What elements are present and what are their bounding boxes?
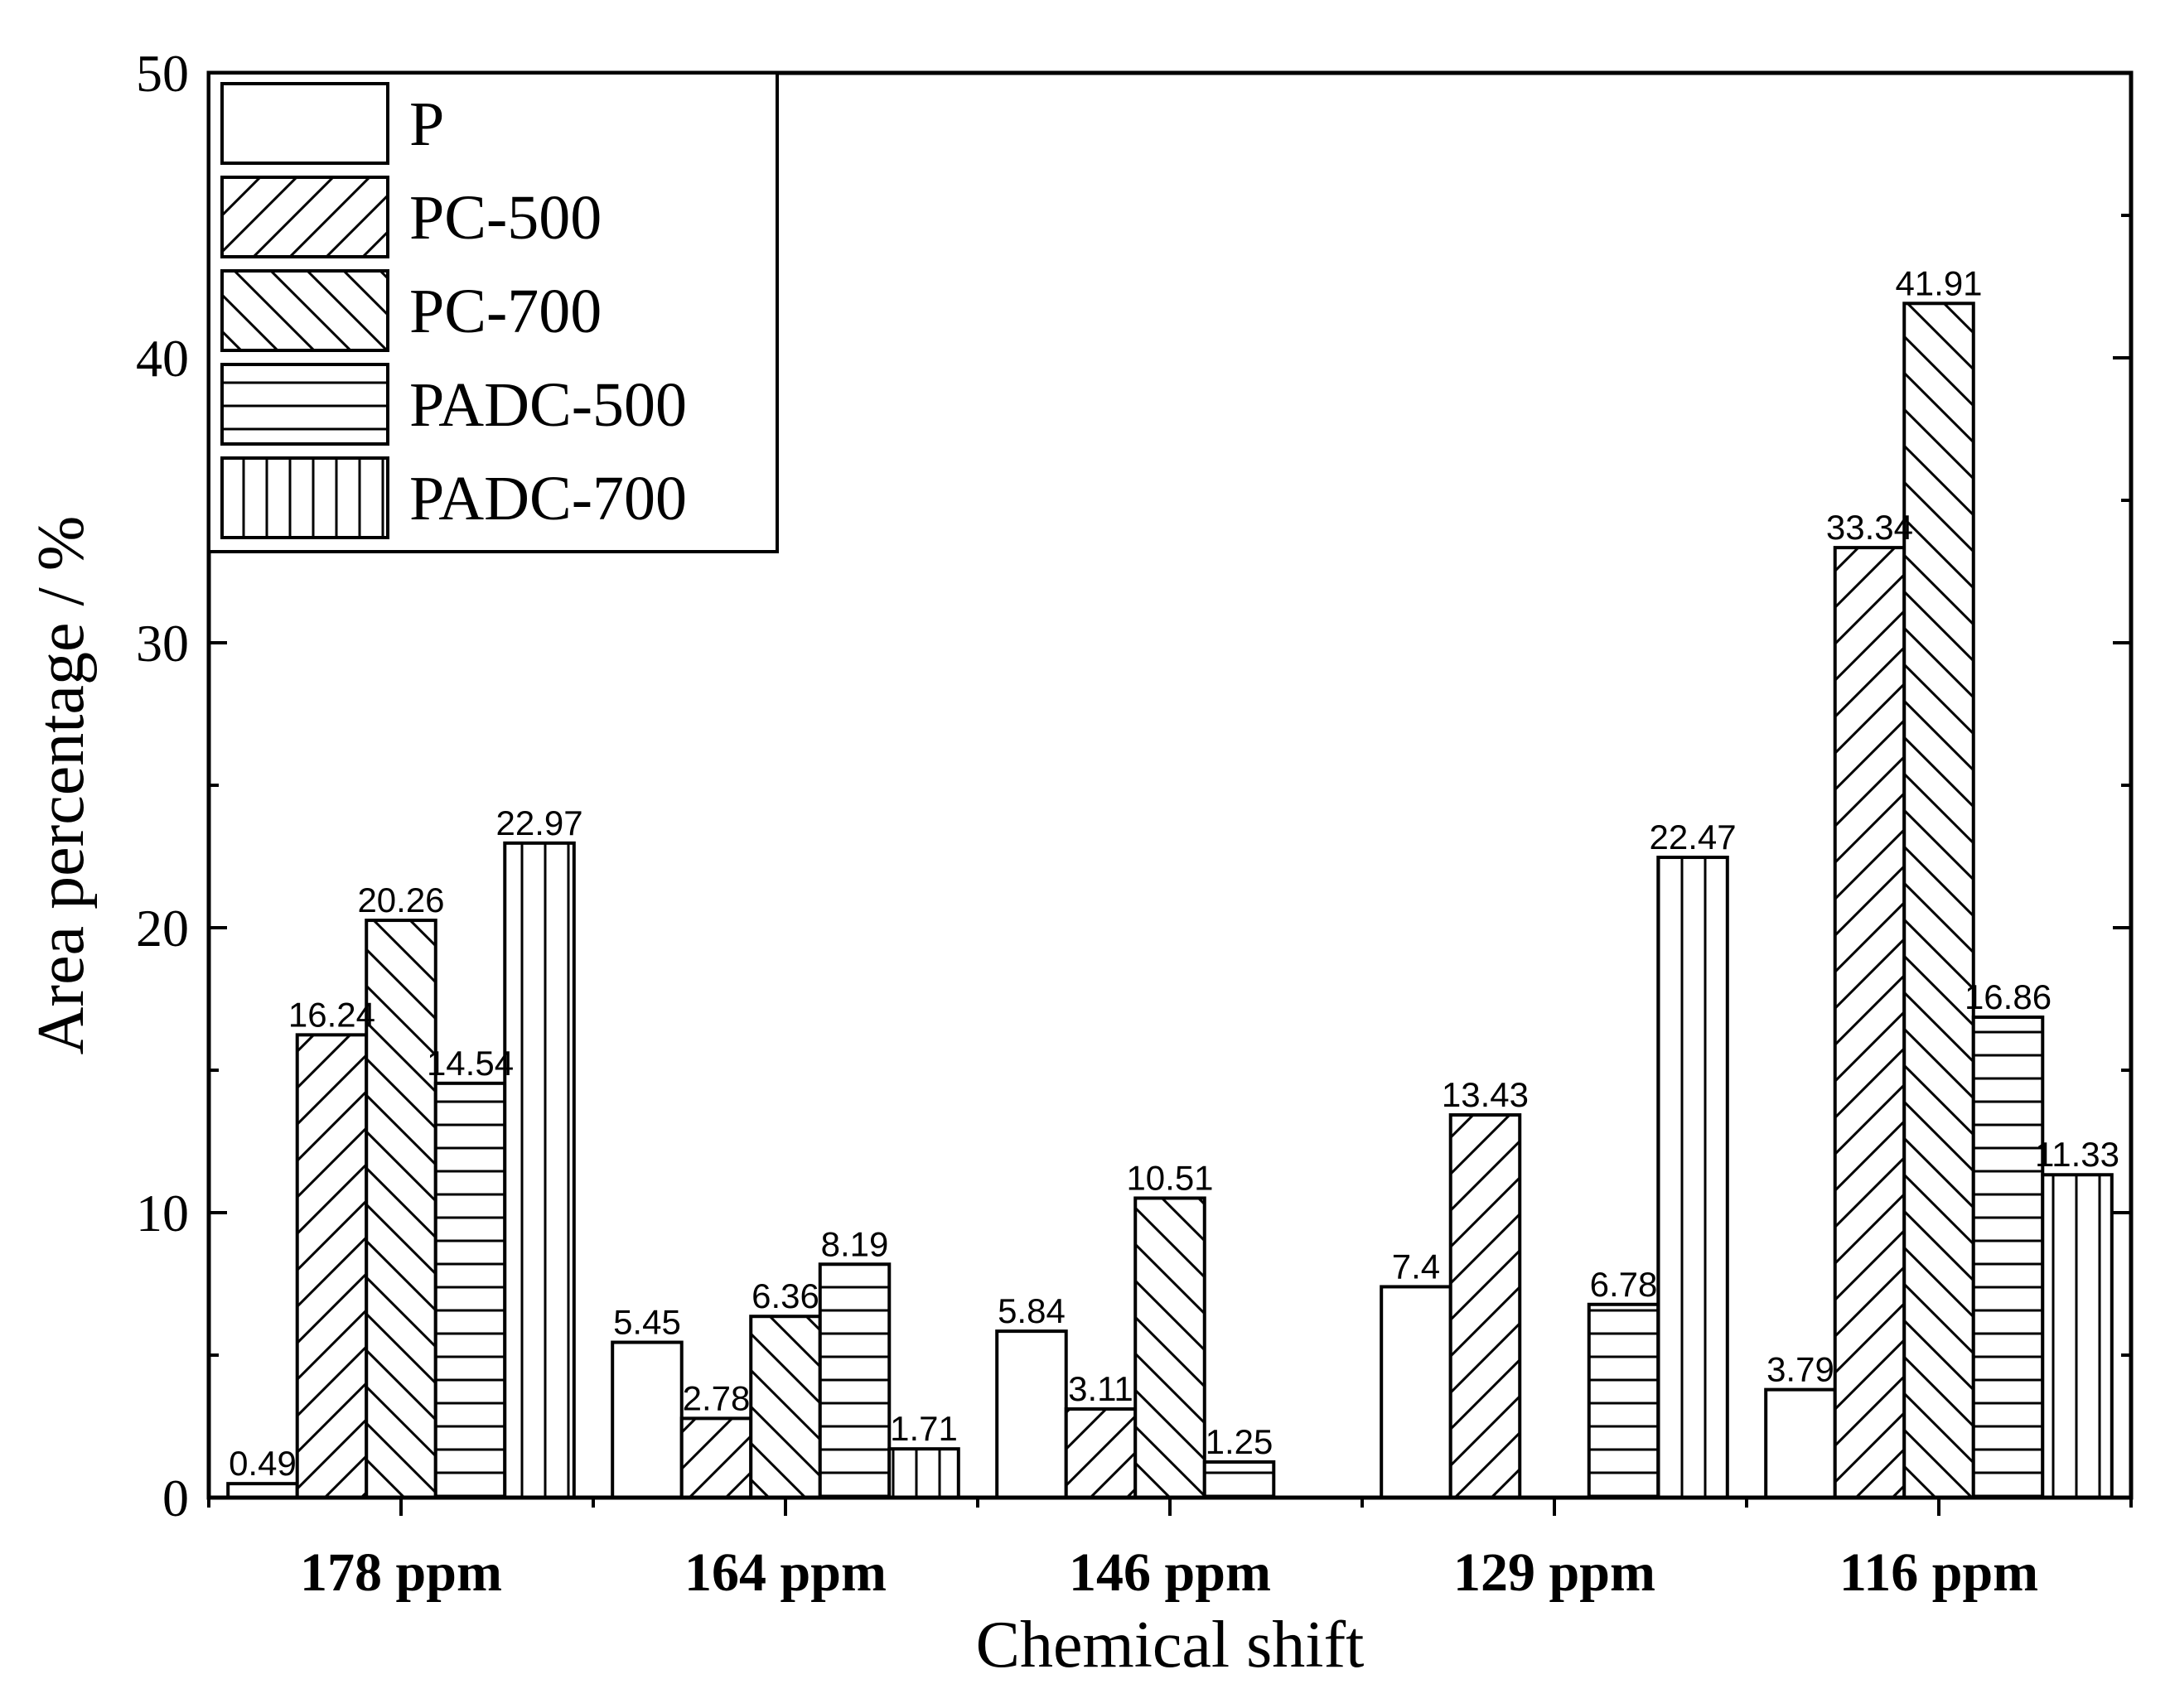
- data-label: 3.11: [1068, 1369, 1133, 1408]
- data-label: 1.25: [1206, 1422, 1273, 1461]
- data-label: 16.24: [288, 995, 375, 1034]
- bars-group: [226, 302, 2114, 1500]
- y-tick-label: 20: [136, 899, 189, 958]
- legend-label: PADC-500: [409, 370, 687, 440]
- bar-padc-700-116-ppm: [2041, 1173, 2114, 1500]
- data-label: 3.79: [1766, 1350, 1834, 1389]
- bar-padc-500-116-ppm: [1971, 1016, 2045, 1499]
- data-label: 11.33: [2035, 1135, 2119, 1174]
- bar-pc-700-146-ppm: [1133, 1196, 1206, 1500]
- x-category-label: 129 ppm: [1453, 1542, 1655, 1603]
- data-label: 5.45: [613, 1303, 681, 1342]
- bar-p-129-ppm: [1380, 1285, 1452, 1499]
- bar-padc-700-164-ppm: [887, 1447, 960, 1500]
- bar-padc-700-178-ppm: [503, 841, 576, 1499]
- x-category-label: 178 ppm: [300, 1542, 502, 1603]
- legend-swatch: [220, 82, 389, 165]
- data-label: 7.4: [1392, 1247, 1440, 1286]
- data-label: 16.86: [1965, 977, 2052, 1016]
- bar-p-146-ppm: [995, 1329, 1068, 1499]
- bar-pc-500-146-ppm: [1064, 1407, 1138, 1499]
- bar-pc-500-178-ppm: [295, 1033, 369, 1499]
- bar-padc-500-146-ppm: [1202, 1460, 1276, 1499]
- data-label: 22.97: [495, 803, 582, 842]
- legend-swatch: [220, 176, 389, 258]
- legend-label: PC-500: [409, 183, 602, 253]
- data-label: 2.78: [683, 1378, 751, 1417]
- bar-p-178-ppm: [226, 1482, 299, 1500]
- data-label: 5.84: [998, 1291, 1066, 1330]
- legend: P PC-500 PC-700 PADC-500 PADC-700: [207, 71, 779, 553]
- bar-padc-700-129-ppm: [1656, 856, 1729, 1499]
- legend-swatch: [220, 456, 389, 539]
- bar-padc-500-164-ppm: [818, 1262, 892, 1500]
- legend-label: PC-700: [409, 277, 602, 346]
- legend-label: PADC-700: [409, 464, 687, 533]
- data-label: 6.78: [1590, 1265, 1658, 1304]
- bar-pc-500-164-ppm: [679, 1416, 753, 1500]
- data-label: 0.49: [229, 1444, 297, 1483]
- x-axis-title: Chemical shift: [976, 1609, 1365, 1681]
- data-label: 1.71: [890, 1409, 958, 1448]
- x-axis: 178 ppm 164 ppm 146 ppm 129 ppm 116 ppm: [207, 1498, 2133, 1603]
- bar-p-164-ppm: [611, 1340, 684, 1500]
- y-axis-title: Area percentage / %: [25, 516, 98, 1055]
- bar-p-116-ppm: [1764, 1387, 1837, 1500]
- data-label: 20.26: [357, 881, 444, 919]
- x-category-label: 116 ppm: [1839, 1542, 2038, 1603]
- y-tick-label: 50: [136, 44, 189, 103]
- data-label: 13.43: [1442, 1075, 1529, 1114]
- legend-label: P: [409, 89, 444, 159]
- bar-pc-700-178-ppm: [365, 919, 437, 1499]
- data-label: 14.54: [427, 1044, 514, 1083]
- bar-pc-700-116-ppm: [1902, 302, 1975, 1499]
- y-tick-label: 0: [162, 1469, 189, 1527]
- data-label: 10.51: [1126, 1158, 1213, 1197]
- x-category-label: 164 ppm: [684, 1542, 887, 1603]
- bar-padc-500-178-ppm: [433, 1081, 507, 1499]
- bar-pc-500-116-ppm: [1833, 546, 1907, 1499]
- bar-pc-500-129-ppm: [1448, 1113, 1522, 1500]
- data-label: 33.34: [1826, 508, 1913, 547]
- data-label: 22.47: [1649, 818, 1736, 856]
- x-category-label: 146 ppm: [1069, 1542, 1271, 1603]
- bar-pc-700-164-ppm: [749, 1315, 822, 1499]
- legend-swatch: [220, 363, 389, 446]
- y-tick-label: 10: [136, 1184, 189, 1242]
- legend-swatch: [220, 269, 389, 352]
- data-label: 6.36: [752, 1276, 819, 1315]
- bar-padc-500-129-ppm: [1587, 1302, 1660, 1499]
- y-tick-label: 40: [136, 329, 189, 388]
- data-labels-group: 0.49 5.45 5.84 7.4 3.79 16.24 2.78 3.11 13.43 33.…: [229, 263, 2119, 1483]
- y-tick-label: 30: [136, 614, 189, 673]
- data-label: 41.91: [1895, 263, 1982, 302]
- data-label: 8.19: [821, 1224, 889, 1263]
